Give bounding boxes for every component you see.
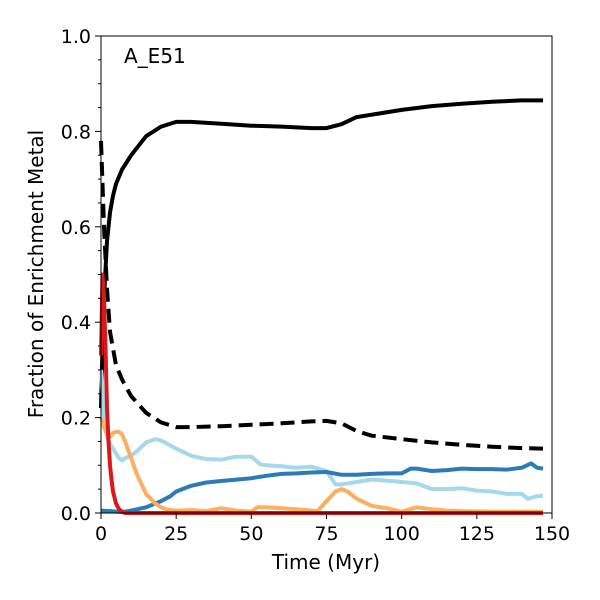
panel-label: A_E51 xyxy=(124,44,186,68)
x-tick-label: 50 xyxy=(239,523,263,545)
y-tick-label: 0.6 xyxy=(61,217,91,239)
x-tick-label: 150 xyxy=(534,523,570,545)
x-tick-label: 75 xyxy=(314,523,338,545)
tick-layer: 0 25 50 75 100 125 150 0.0 0.2 0.4 0.6 0.8 1.0 xyxy=(61,26,570,545)
series-line-dark-blue xyxy=(100,461,544,514)
series-line-black-solid xyxy=(99,98,543,409)
series-line-light-blue xyxy=(99,369,544,501)
y-tick-label: 0.2 xyxy=(61,408,91,430)
y-tick-label: 0.0 xyxy=(61,503,91,525)
x-tick-label: 100 xyxy=(384,523,420,545)
y-tick-label: 0.8 xyxy=(61,121,91,143)
series-line-orange xyxy=(99,416,543,514)
x-axis-label: Time (Myr) xyxy=(271,550,380,574)
y-axis-label: Fraction of Enrichment Metal xyxy=(24,130,48,418)
series-line-black-dashed xyxy=(99,140,544,451)
y-tick-label: 1.0 xyxy=(61,26,91,48)
y-tick-label: 0.4 xyxy=(61,312,91,334)
x-tick-label: 125 xyxy=(459,523,495,545)
x-tick-label: 0 xyxy=(95,523,107,545)
x-tick-label: 25 xyxy=(164,523,188,545)
